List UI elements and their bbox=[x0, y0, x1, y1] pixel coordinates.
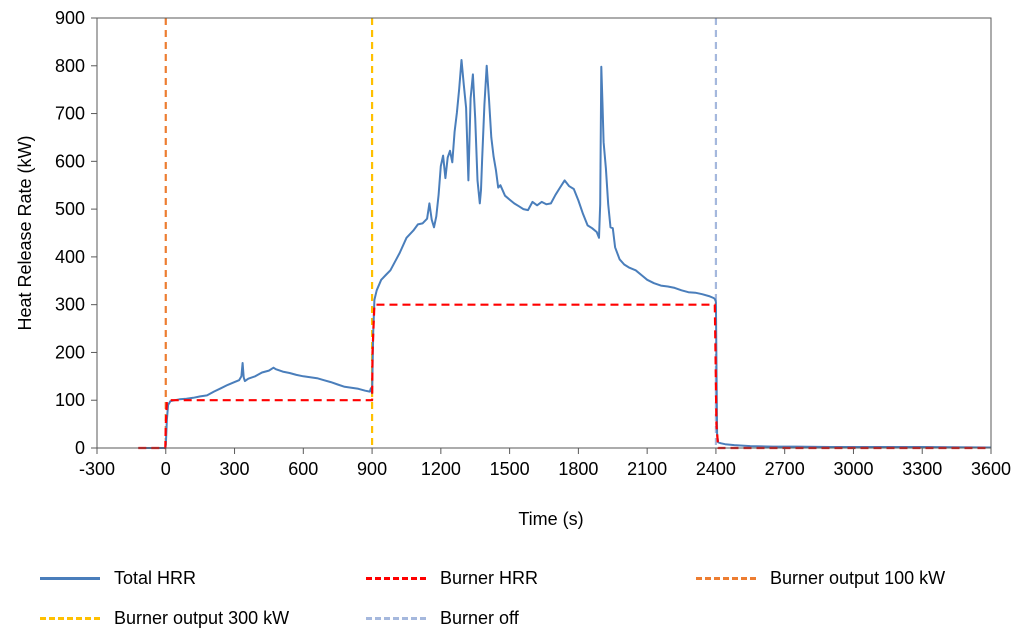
x-tick-label: 2400 bbox=[696, 459, 736, 479]
y-tick-label: 700 bbox=[55, 104, 85, 124]
x-tick-label: 3600 bbox=[971, 459, 1011, 479]
y-tick-label: 900 bbox=[55, 8, 85, 28]
x-tick-label: 0 bbox=[161, 459, 171, 479]
legend-item-burner-off: Burner off bbox=[366, 608, 519, 629]
x-tick-label: 2700 bbox=[765, 459, 805, 479]
x-tick-label: 300 bbox=[220, 459, 250, 479]
y-tick-label: 0 bbox=[75, 438, 85, 458]
legend-swatch-burner-hrr bbox=[366, 577, 426, 580]
legend-item-burner-output-100: Burner output 100 kW bbox=[696, 568, 945, 589]
y-axis-title: Heat Release Rate (kW) bbox=[15, 135, 35, 330]
y-tick-label: 300 bbox=[55, 295, 85, 315]
legend-label-burner-output-100: Burner output 100 kW bbox=[770, 568, 946, 588]
x-tick-label: 3300 bbox=[902, 459, 942, 479]
legend-label-burner-output-300: Burner output 300 kW bbox=[114, 608, 290, 628]
legend-label-burner-off: Burner off bbox=[440, 608, 519, 628]
x-tick-label: 2100 bbox=[627, 459, 667, 479]
x-tick-label: 1800 bbox=[558, 459, 598, 479]
plot-frame bbox=[96, 17, 992, 449]
legend-label-total-hrr: Total HRR bbox=[114, 568, 197, 588]
legend-swatch-burner-output-100 bbox=[696, 577, 756, 580]
y-tick-label: 200 bbox=[55, 342, 85, 362]
y-tick-label: 600 bbox=[55, 151, 85, 171]
y-tick-label: 400 bbox=[55, 247, 85, 267]
legend-swatch-burner-off bbox=[366, 617, 426, 620]
series-total-hrr bbox=[138, 59, 992, 449]
x-tick-label: 900 bbox=[357, 459, 387, 479]
x-tick-label: 600 bbox=[288, 459, 318, 479]
x-tick-label: 1200 bbox=[421, 459, 461, 479]
x-tick-label: 3000 bbox=[833, 459, 873, 479]
x-tick-label: 1500 bbox=[490, 459, 530, 479]
series-burner-hrr bbox=[138, 303, 991, 450]
x-axis-title: Time (s) bbox=[518, 509, 583, 529]
legend-item-total-hrr: Total HRR bbox=[40, 568, 196, 589]
legend-swatch-burner-output-300 bbox=[40, 617, 100, 620]
y-tick-label: 100 bbox=[55, 390, 85, 410]
y-tick-label: 800 bbox=[55, 56, 85, 76]
y-tick-label: 500 bbox=[55, 199, 85, 219]
x-tick-label: -300 bbox=[79, 459, 115, 479]
plot-area bbox=[138, 18, 992, 450]
legend-label-burner-hrr: Burner HRR bbox=[440, 568, 539, 588]
legend-item-burner-hrr: Burner HRR bbox=[366, 568, 538, 589]
legend-swatch-total-hrr bbox=[40, 577, 100, 580]
legend-item-burner-output-300: Burner output 300 kW bbox=[40, 608, 289, 629]
